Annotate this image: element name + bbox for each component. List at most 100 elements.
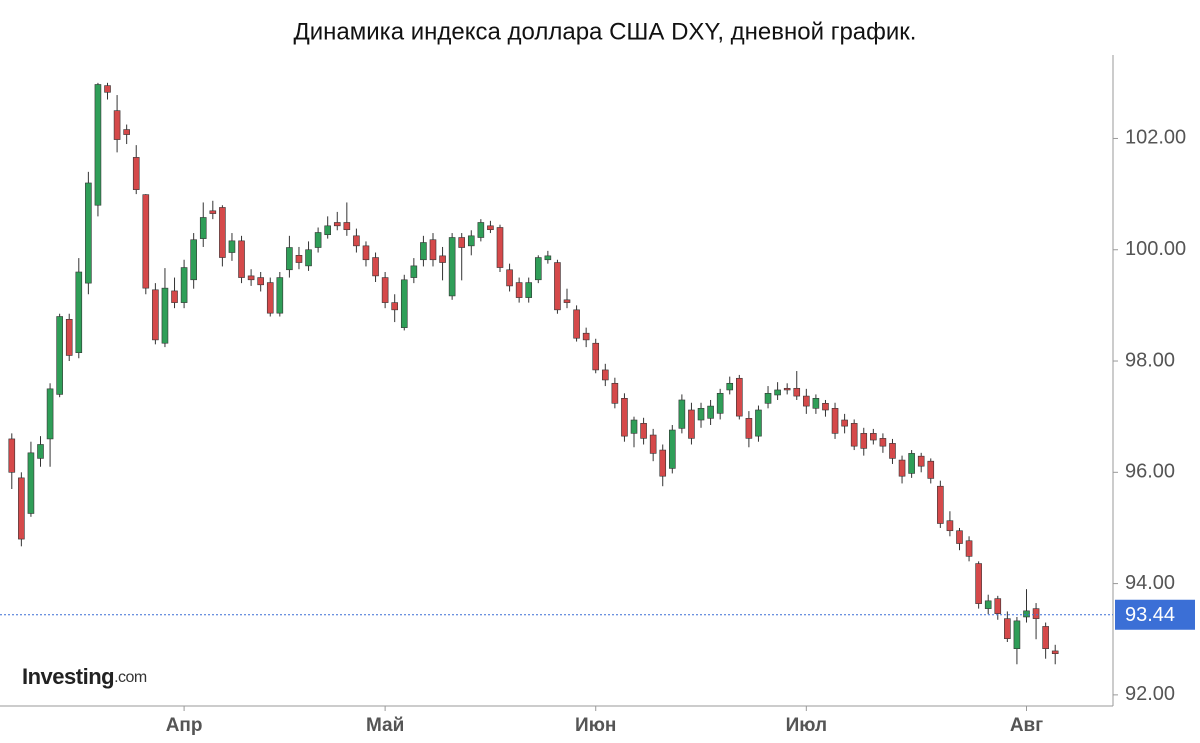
x-tick-label: Апр: [166, 715, 203, 736]
x-tick-label: Июл: [786, 715, 827, 736]
candle-body: [113, 110, 121, 140]
candle-body: [601, 369, 609, 381]
candle-body: [1023, 610, 1030, 618]
candle-body: [152, 289, 159, 341]
candle-body: [917, 455, 925, 467]
candle-body: [956, 530, 963, 544]
candle-body: [592, 342, 600, 371]
candle-body: [812, 398, 820, 409]
candle-body: [420, 242, 427, 261]
candle-body: [774, 389, 781, 396]
candle-body: [630, 419, 638, 434]
y-tick-label: 92.00: [1125, 683, 1175, 705]
x-tick-label: Июн: [575, 715, 616, 736]
candle-body: [410, 265, 418, 278]
candle-body: [305, 249, 312, 267]
candle-body: [391, 302, 398, 311]
candle-body: [649, 434, 657, 454]
candle-body: [640, 423, 647, 439]
candle-body: [678, 399, 686, 429]
candle-body: [209, 210, 217, 214]
candle-body: [582, 332, 590, 341]
candle-body: [132, 157, 140, 190]
candle-body: [716, 392, 724, 414]
candle-body: [199, 217, 207, 239]
candle-body: [247, 275, 255, 281]
candle-body: [27, 452, 35, 514]
candle-body: [898, 459, 906, 477]
candle-body: [870, 433, 877, 441]
candle-body: [745, 418, 753, 439]
logo-name: Investing: [22, 664, 114, 689]
candle-body: [496, 227, 504, 268]
candle-body: [238, 240, 245, 278]
candle-body: [984, 600, 992, 609]
candle-body: [353, 235, 360, 247]
chart-title: Динамика индекса доллара США DXY, дневно…: [294, 18, 917, 45]
candle-body: [879, 438, 887, 447]
candle-body: [965, 540, 973, 557]
candle-body: [534, 257, 542, 281]
candle-body: [860, 433, 868, 449]
candle-body: [400, 279, 408, 328]
candle-body: [85, 182, 92, 284]
candle-body: [1042, 626, 1049, 649]
candle-body: [372, 257, 379, 277]
candle-body: [171, 290, 178, 303]
candle-body: [56, 316, 63, 395]
candle-body: [190, 239, 197, 281]
candle-body: [324, 225, 331, 236]
candle-body: [266, 282, 274, 314]
candle-body: [8, 438, 16, 473]
candle-body: [1051, 650, 1059, 654]
y-tick-label: 94.00: [1125, 572, 1175, 594]
logo-suffix: .com: [114, 669, 147, 686]
candle-body: [286, 247, 293, 271]
candle-body: [506, 269, 513, 287]
y-tick-label: 102.00: [1125, 127, 1186, 149]
candle-body: [142, 194, 150, 289]
candle-body: [458, 237, 466, 248]
candle-body: [487, 225, 494, 231]
candle-body: [104, 85, 111, 93]
candle-body: [429, 239, 437, 261]
candle-body: [1013, 620, 1021, 649]
candle-body: [994, 598, 1002, 614]
candle-body: [831, 408, 839, 434]
candle-body: [726, 382, 734, 391]
candle-body: [764, 392, 772, 404]
candle-body: [343, 222, 351, 231]
candle-body: [659, 449, 667, 477]
candle-body: [975, 563, 982, 604]
last-price-box: [1115, 599, 1195, 630]
candle-body: [257, 277, 264, 286]
candle-body: [515, 282, 523, 298]
candle-body: [669, 429, 676, 469]
candle-body: [544, 255, 552, 261]
logo: Investing.com: [22, 664, 147, 689]
candle-body: [180, 267, 188, 303]
candle-body: [314, 232, 322, 248]
candle-body: [219, 207, 226, 258]
candle-body: [554, 262, 561, 311]
x-tick-label: Май: [366, 715, 404, 736]
candle-body: [228, 240, 236, 253]
candle-body: [65, 318, 73, 356]
candle-body: [1004, 618, 1011, 639]
candle-body: [697, 408, 705, 421]
candle-body: [75, 271, 83, 353]
candle-body: [841, 419, 848, 427]
candle-body: [908, 453, 915, 474]
candle-body: [736, 377, 743, 417]
candle-body: [161, 287, 169, 344]
candle-body: [573, 309, 580, 339]
candle-body: [123, 129, 130, 135]
candle-body: [362, 245, 370, 261]
candle-body: [525, 282, 533, 298]
candle-body: [37, 444, 44, 459]
candle-body: [46, 388, 54, 440]
candle-body: [889, 443, 896, 459]
candle-body: [295, 255, 303, 263]
